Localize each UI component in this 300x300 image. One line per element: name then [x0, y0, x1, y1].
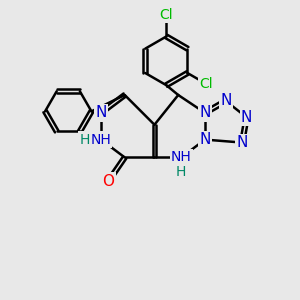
Text: NH: NH	[91, 133, 111, 147]
Text: H: H	[176, 165, 186, 179]
Text: N: N	[236, 135, 248, 150]
Text: N: N	[241, 110, 252, 125]
Text: H: H	[80, 133, 90, 147]
Text: Cl: Cl	[160, 8, 173, 22]
Text: NH: NH	[171, 150, 192, 164]
Text: N: N	[199, 105, 211, 120]
Text: N: N	[199, 132, 211, 147]
Text: O: O	[102, 174, 114, 189]
Text: Cl: Cl	[199, 77, 213, 91]
Text: N: N	[95, 105, 106, 120]
Text: N: N	[220, 94, 232, 109]
